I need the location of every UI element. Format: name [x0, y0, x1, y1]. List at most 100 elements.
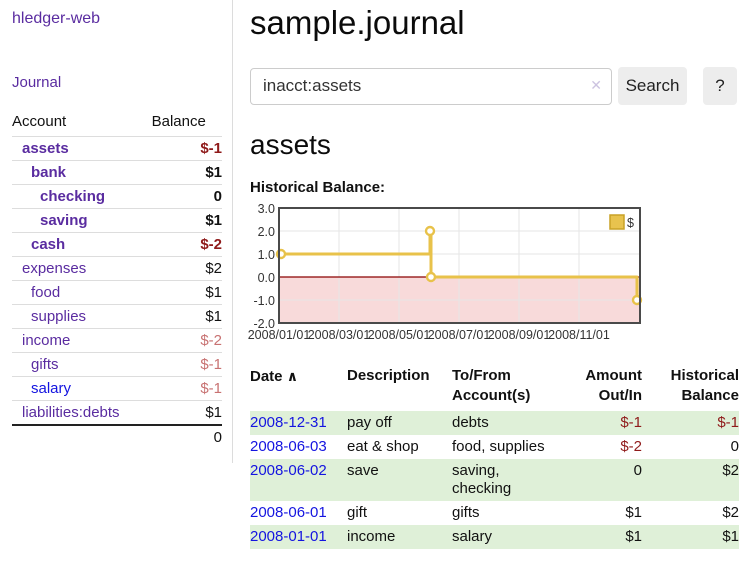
account-balance: $-1: [151, 376, 222, 401]
col-accounts: To/From Account(s): [452, 367, 531, 404]
transaction-row: 2008-06-03 eat & shop food, supplies $-2…: [250, 435, 739, 459]
svg-text:2008/01/01: 2008/01/01: [248, 328, 311, 342]
search-form: ✕ Search ?: [250, 67, 738, 105]
account-link-checking[interactable]: checking: [40, 188, 106, 205]
account-row-cash: cash $-2: [12, 232, 222, 257]
account-balance: $1: [151, 280, 222, 305]
transaction-balance: $2: [722, 462, 739, 479]
account-balance: $1: [151, 208, 222, 233]
transaction-date-link[interactable]: 2008-06-01: [250, 504, 327, 521]
account-balance: $1: [151, 160, 222, 185]
clear-search-icon[interactable]: ✕: [590, 76, 602, 93]
svg-text:2008/09/01: 2008/09/01: [488, 328, 551, 342]
svg-text:2008/07/01: 2008/07/01: [428, 328, 491, 342]
svg-text:-2.0: -2.0: [253, 317, 275, 331]
transaction-date-link[interactable]: 2008-01-01: [250, 528, 327, 545]
transaction-date-link[interactable]: 2008-06-03: [250, 438, 327, 455]
account-row-expenses: expenses $2: [12, 256, 222, 281]
account-balance: 0: [151, 184, 222, 209]
transaction-description: gift: [347, 504, 368, 521]
transaction-row: 2008-06-01 gift gifts $1 $2: [250, 501, 739, 525]
chart-canvas: $ 3.0 2.0 1.0 0.0 -1.0 -2.0 2008/01/01 2…: [248, 202, 643, 342]
search-help-button[interactable]: ?: [703, 67, 737, 105]
legend-swatch: [609, 214, 625, 230]
svg-text:2008/03/01: 2008/03/01: [308, 328, 371, 342]
account-row-saving: saving $1: [12, 208, 222, 233]
account-link-assets[interactable]: assets: [22, 140, 69, 157]
chart-y-ticks: 3.0 2.0 1.0 0.0 -1.0 -2.0: [253, 202, 275, 331]
transactions-header-row: Date ∧ Description To/From Account(s) Am…: [250, 364, 739, 411]
accounts-col-balance: Balance: [151, 113, 206, 130]
col-description: Description: [347, 367, 430, 384]
chart-border: [278, 207, 641, 324]
account-row-food: food $1: [12, 280, 222, 305]
col-date-label: Date: [250, 368, 283, 385]
transaction-balance: $1: [722, 528, 739, 545]
sidebar: hledger-web Journal Account Balance asse…: [0, 0, 233, 463]
account-row-checking: checking 0: [12, 184, 222, 209]
col-balance: Historical Balance: [670, 367, 739, 404]
transaction-balance: $2: [722, 504, 739, 521]
account-row-salary: salary $-1: [12, 376, 222, 401]
transaction-amount: $1: [625, 504, 642, 521]
transaction-description: eat & shop: [347, 438, 419, 455]
account-balance: $-1: [151, 136, 222, 161]
account-link-bank[interactable]: bank: [31, 164, 67, 181]
app-brand-link[interactable]: hledger-web: [12, 10, 101, 27]
account-row-liabilities-debts: liabilities:debts $1: [12, 400, 222, 425]
account-row-income: income $-2: [12, 328, 222, 353]
transaction-amount: $-2: [620, 438, 642, 455]
transaction-description: income: [347, 528, 396, 545]
transaction-accounts: salary: [452, 528, 493, 545]
transaction-date-link[interactable]: 2008-12-31: [250, 414, 327, 431]
chart-x-ticks: 2008/01/01 2008/03/01 2008/05/01 2008/07…: [248, 328, 610, 342]
account-link-saving[interactable]: saving: [40, 212, 88, 229]
account-balance: $1: [151, 304, 222, 329]
col-amount: Amount Out/In: [585, 367, 642, 404]
transaction-date-link[interactable]: 2008-06-02: [250, 462, 327, 479]
transaction-balance: $-1: [717, 414, 739, 431]
account-link-expenses[interactable]: expenses: [22, 260, 87, 277]
svg-text:1.0: 1.0: [258, 248, 275, 262]
account-link-liabilities-debts[interactable]: liabilities:debts: [22, 404, 120, 421]
transaction-row: 2008-12-31 pay off debts $-1 $-1: [250, 411, 739, 435]
svg-text:-1.0: -1.0: [253, 294, 275, 308]
accounts-total-balance: 0: [151, 424, 222, 449]
account-link-gifts[interactable]: gifts: [31, 356, 59, 373]
account-link-income[interactable]: income: [22, 332, 71, 349]
page-title: sample.journal: [250, 4, 465, 41]
search-button[interactable]: Search: [618, 67, 687, 105]
accounts-table: Account Balance assets $-1 bank $1 check…: [12, 111, 222, 449]
historical-balance-chart: $ 3.0 2.0 1.0 0.0 -1.0 -2.0 2008/01/01 2…: [248, 202, 650, 347]
chart-gridlines: [280, 209, 639, 322]
svg-text:2008/11/01: 2008/11/01: [548, 328, 610, 342]
transaction-accounts: gifts: [452, 504, 480, 521]
transaction-amount: $1: [625, 528, 642, 545]
svg-text:2.0: 2.0: [258, 225, 275, 239]
account-balance: $-2: [151, 232, 222, 257]
account-link-food[interactable]: food: [31, 284, 61, 301]
transaction-accounts: food, supplies: [452, 438, 545, 455]
transaction-description: pay off: [347, 414, 392, 431]
transaction-row: 2008-06-02 save saving, checking 0 $2: [250, 459, 739, 501]
transaction-accounts: saving, checking: [452, 462, 512, 497]
transactions-table: Date ∧ Description To/From Account(s) Am…: [250, 364, 739, 549]
accounts-header-row: Account Balance: [12, 111, 222, 137]
nav-journal-link[interactable]: Journal: [12, 74, 62, 91]
account-row-bank: bank $1: [12, 160, 222, 185]
account-link-supplies[interactable]: supplies: [31, 308, 87, 325]
account-row-gifts: gifts $-1: [12, 352, 222, 377]
chart-title: Historical Balance:: [250, 179, 386, 196]
transaction-balance: 0: [730, 438, 739, 455]
transaction-row: 2008-01-01 income salary $1 $1: [250, 525, 739, 549]
account-link-cash[interactable]: cash: [31, 236, 66, 253]
accounts-col-account: Account: [12, 113, 67, 130]
transaction-amount: 0: [633, 462, 642, 479]
transaction-description: save: [347, 462, 379, 479]
account-balance: $1: [151, 400, 222, 425]
transaction-amount: $-1: [620, 414, 642, 431]
account-link-salary[interactable]: salary: [31, 380, 72, 397]
svg-text:0.0: 0.0: [258, 271, 275, 285]
search-input[interactable]: [250, 67, 612, 105]
col-date-sort[interactable]: Date ∧: [250, 364, 347, 411]
